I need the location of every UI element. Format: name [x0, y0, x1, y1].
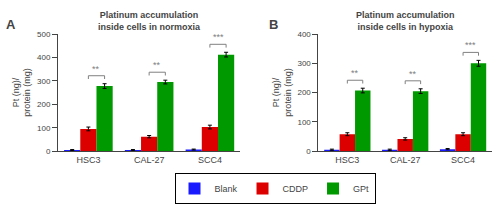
- svg-text:***: ***: [213, 32, 224, 42]
- svg-text:CAL-27: CAL-27: [134, 155, 165, 165]
- svg-text:200: 200: [297, 88, 311, 97]
- svg-text:B: B: [269, 17, 278, 32]
- svg-text:A: A: [6, 17, 16, 32]
- svg-text:Pt (ng)/protein (mg): Pt (ng)/protein (mg): [271, 68, 293, 117]
- svg-text:**: **: [92, 64, 100, 74]
- svg-text:Platinum accumulationinside ce: Platinum accumulationinside cells in hyp…: [356, 10, 455, 32]
- svg-text:CDDP: CDDP: [283, 184, 309, 194]
- svg-text:Pt (ng)/protein (mg): Pt (ng)/protein (mg): [11, 68, 33, 117]
- svg-text:300: 300: [297, 59, 311, 68]
- svg-text:300: 300: [37, 77, 51, 86]
- svg-text:**: **: [409, 69, 417, 79]
- svg-text:200: 200: [37, 100, 51, 109]
- svg-text:SCC4: SCC4: [198, 155, 222, 165]
- svg-text:0: 0: [46, 147, 51, 156]
- svg-text:***: ***: [465, 40, 476, 50]
- svg-text:400: 400: [37, 53, 51, 62]
- svg-text:**: **: [351, 68, 359, 78]
- svg-text:400: 400: [297, 30, 311, 39]
- svg-text:Platinum accumulationinside ce: Platinum accumulationinside cells in nor…: [98, 10, 201, 32]
- svg-text:HSC3: HSC3: [335, 155, 359, 165]
- svg-text:GPt: GPt: [353, 184, 369, 194]
- svg-text:Blank: Blank: [215, 184, 238, 194]
- svg-text:100: 100: [37, 124, 51, 133]
- svg-text:HSC3: HSC3: [76, 155, 100, 165]
- svg-text:100: 100: [297, 118, 311, 127]
- svg-text:SCC4: SCC4: [451, 155, 475, 165]
- svg-text:CAL-27: CAL-27: [390, 155, 421, 165]
- svg-text:**: **: [153, 60, 161, 70]
- svg-text:500: 500: [37, 30, 51, 39]
- svg-text:0: 0: [306, 147, 311, 156]
